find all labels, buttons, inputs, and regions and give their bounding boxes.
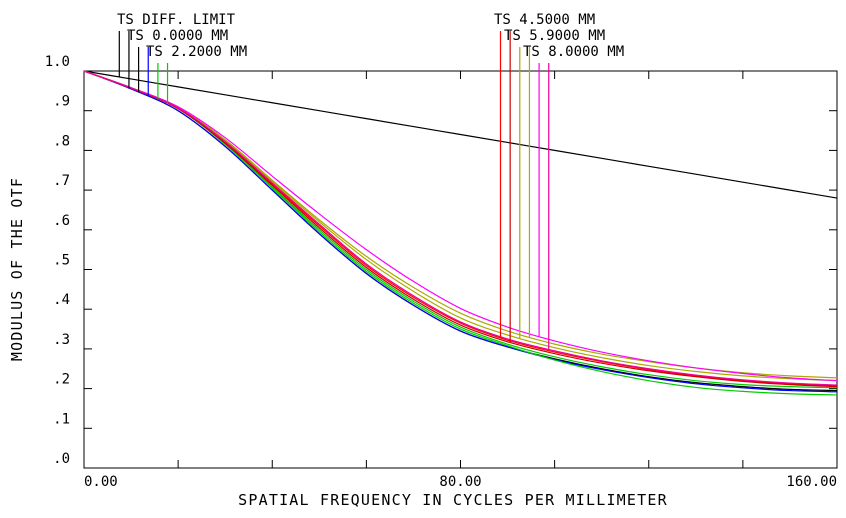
y-tick-label: .9	[53, 94, 70, 110]
series-line-0	[83, 70, 838, 199]
series-line-10	[83, 70, 838, 386]
y-tick-label: 1.0	[45, 54, 70, 70]
series-line-9	[83, 70, 838, 382]
x-tick-label: 160.00	[786, 474, 837, 490]
y-tick-label: .8	[53, 133, 70, 149]
legend-entry-ts-5-9: TS 5.9000 MM	[504, 28, 605, 44]
y-axis-title: MODULUS OF THE OTF	[8, 177, 26, 361]
legend-entry-diff-limit: TS DIFF. LIMIT	[117, 12, 236, 28]
legend-entry-ts-4-5: TS 4.5000 MM	[494, 12, 595, 28]
y-tick-label: .0	[53, 451, 70, 467]
x-tick-label: 80.00	[439, 474, 481, 490]
legend-entry-ts-2-2: TS 2.2000 MM	[146, 44, 247, 60]
x-tick-label: 0.00	[84, 474, 118, 490]
series-lines	[83, 70, 838, 396]
y-tick-label: .1	[53, 411, 70, 427]
legend-markers	[118, 31, 550, 350]
series-line-8	[83, 70, 838, 379]
y-tick-label: .6	[53, 213, 70, 229]
y-tick-label: .7	[53, 173, 70, 189]
y-tick-label: .5	[53, 253, 70, 269]
y-tick-label: .2	[53, 372, 70, 388]
plot-frame	[83, 70, 838, 469]
series-line-6	[83, 70, 838, 388]
x-ticks: 0.00 80.00 160.00	[83, 71, 838, 490]
y-tick-label: .4	[53, 292, 70, 308]
x-axis-title: SPATIAL FREQUENCY IN CYCLES PER MILLIMET…	[238, 491, 668, 509]
series-line-2	[83, 70, 838, 393]
y-tick-label: .3	[53, 332, 70, 348]
legend-entry-ts-8: TS 8.0000 MM	[523, 44, 624, 60]
y-ticks: .0 .1 .2 .3 .4 .5 .6 .7 .8 .9 1.0	[45, 54, 837, 469]
legend-entry-ts-0: TS 0.0000 MM	[127, 28, 228, 44]
